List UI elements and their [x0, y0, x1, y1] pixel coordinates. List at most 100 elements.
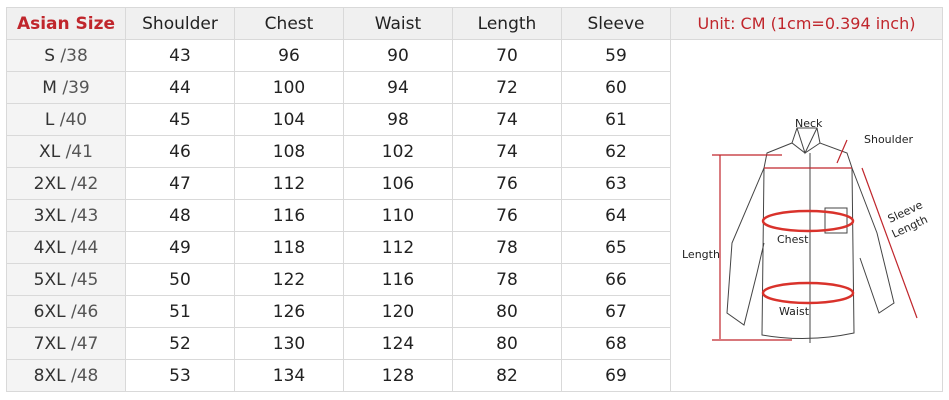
waist-cell: 102 — [343, 135, 453, 168]
shirt-measurement-illustration: Neck Shoulder Chest Waist Length Sleeve … — [682, 117, 929, 343]
size-cell: L /40 — [6, 103, 126, 136]
unit-note: Unit: CM (1cm=0.394 inch) — [670, 7, 943, 40]
length-cell: 78 — [452, 263, 562, 296]
size-cell: 4XL /44 — [6, 231, 126, 264]
length-cell: 76 — [452, 199, 562, 232]
size-cell: 6XL /46 — [6, 295, 126, 328]
chest-label: Chest — [777, 233, 809, 246]
size-cell: 3XL /43 — [6, 199, 126, 232]
sleeve-cell: 64 — [561, 199, 671, 232]
shoulder-cell: 50 — [125, 263, 235, 296]
chest-cell: 96 — [234, 39, 344, 72]
waist-cell: 106 — [343, 167, 453, 200]
waist-cell: 94 — [343, 71, 453, 104]
size-cell: S /38 — [6, 39, 126, 72]
size-cell: 5XL /45 — [6, 263, 126, 296]
shoulder-cell: 48 — [125, 199, 235, 232]
length-cell: 82 — [452, 359, 562, 392]
eu-size-label: /46 — [70, 301, 99, 322]
shoulder-cell: 53 — [125, 359, 235, 392]
waist-cell: 90 — [343, 39, 453, 72]
size-label: 4XL — [33, 237, 66, 258]
shoulder-cell: 51 — [125, 295, 235, 328]
chest-cell: 112 — [234, 167, 344, 200]
length-cell: 74 — [452, 135, 562, 168]
length-cell: 78 — [452, 231, 562, 264]
neck-label: Neck — [795, 117, 823, 130]
chest-cell: 116 — [234, 199, 344, 232]
table-row: 6XL /46 51 126 120 80 67 — [6, 295, 943, 328]
eu-size-label: /40 — [59, 109, 88, 130]
waist-cell: 120 — [343, 295, 453, 328]
table-row: M /39 44 100 94 72 60 — [6, 71, 943, 104]
chest-cell: 100 — [234, 71, 344, 104]
table-row: S /38 43 96 90 70 59 Neck Shoulder Chest Wais… — [6, 39, 943, 392]
size-label: 5XL — [33, 269, 66, 290]
chest-cell: 134 — [234, 359, 344, 392]
waist-cell: 116 — [343, 263, 453, 296]
waist-cell: 112 — [343, 231, 453, 264]
shoulder-header: Shoulder — [125, 7, 235, 40]
eu-size-label: /39 — [62, 77, 90, 98]
length-cell: 72 — [452, 71, 562, 104]
sleeve-cell: 61 — [561, 103, 671, 136]
size-label: 8XL — [33, 365, 66, 386]
length-cell: 80 — [452, 327, 562, 360]
table-row: 7XL /47 52 130 124 80 68 — [6, 327, 943, 360]
size-cell: 8XL /48 — [6, 359, 126, 392]
sleeve-cell: 60 — [561, 71, 671, 104]
length-label: Length — [682, 248, 720, 261]
waist-cell: 128 — [343, 359, 453, 392]
header-row: Asian Size Shoulder Chest Waist Length S… — [6, 7, 943, 40]
shoulder-cell: 46 — [125, 135, 235, 168]
eu-size-label: /42 — [70, 173, 99, 194]
waist-cell: 110 — [343, 199, 453, 232]
length-cell: 80 — [452, 295, 562, 328]
sleeve-cell: 62 — [561, 135, 671, 168]
length-cell: 74 — [452, 103, 562, 136]
waist-cell: 124 — [343, 327, 453, 360]
waist-header: Waist — [343, 7, 453, 40]
shoulder-cell: 45 — [125, 103, 235, 136]
sleeve-cell: 68 — [561, 327, 671, 360]
size-label: 7XL — [33, 333, 66, 354]
size-cell: 7XL /47 — [6, 327, 126, 360]
chest-cell: 130 — [234, 327, 344, 360]
size-cell: 2XL /42 — [6, 167, 126, 200]
eu-size-label: /47 — [70, 333, 99, 354]
sleeve-cell: 69 — [561, 359, 671, 392]
size-cell: M /39 — [6, 71, 126, 104]
shoulder-cell: 47 — [125, 167, 235, 200]
waist-label: Waist — [779, 305, 810, 318]
table-row: L /40 45 104 98 74 61 — [6, 103, 943, 136]
size-label: M — [42, 77, 57, 98]
size-label: 6XL — [33, 301, 66, 322]
size-label: XL — [39, 141, 61, 162]
size-label: L — [44, 109, 55, 130]
sleeve-header: Sleeve — [561, 7, 671, 40]
size-chart-table: Asian Size Shoulder Chest Waist Length S… — [6, 7, 943, 392]
size-label: S — [44, 45, 56, 66]
waist-cell: 98 — [343, 103, 453, 136]
shirt-diagram: Neck Shoulder Chest Waist Length Sleeve … — [670, 39, 943, 392]
asian-size-header: Asian Size — [6, 7, 126, 40]
length-cell: 76 — [452, 167, 562, 200]
eu-size-label: /41 — [65, 141, 93, 162]
shoulder-cell: 43 — [125, 39, 235, 72]
table-row: 2XL /42 47 112 106 76 63 — [6, 167, 943, 200]
chest-cell: 118 — [234, 231, 344, 264]
chest-cell: 108 — [234, 135, 344, 168]
table-row: 4XL /44 49 118 112 78 65 — [6, 231, 943, 264]
shoulder-cell: 49 — [125, 231, 235, 264]
chest-cell: 104 — [234, 103, 344, 136]
table-row: XL /41 46 108 102 74 62 — [6, 135, 943, 168]
eu-size-label: /45 — [70, 269, 99, 290]
size-label: 3XL — [33, 205, 66, 226]
sleeve-cell: 67 — [561, 295, 671, 328]
length-cell: 70 — [452, 39, 562, 72]
eu-size-label: /48 — [70, 365, 99, 386]
sleeve-cell: 65 — [561, 231, 671, 264]
shoulder-cell: 52 — [125, 327, 235, 360]
length-header: Length — [452, 7, 562, 40]
table-row: 8XL /48 53 134 128 82 69 — [6, 359, 943, 392]
